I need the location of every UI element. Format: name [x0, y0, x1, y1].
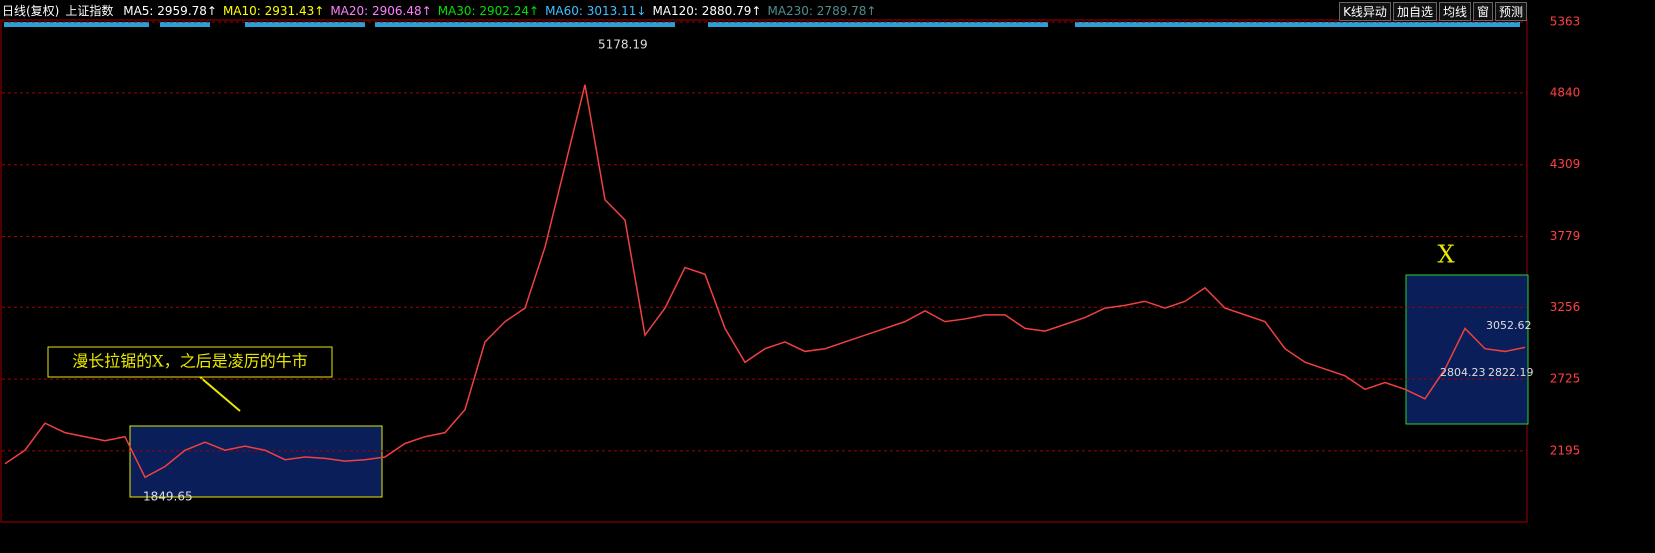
period: 日线(复权)	[2, 4, 60, 18]
y-tick-label: 4840	[1550, 85, 1581, 99]
y-tick-label: 2195	[1550, 443, 1581, 457]
indicator: MA30: 2902.24↑	[437, 4, 540, 18]
y-tick-label: 4309	[1550, 157, 1581, 171]
indicator: MA20: 2906.48↑	[330, 4, 432, 18]
annotation: 3052.62	[1486, 319, 1532, 332]
annotation: 1849.65	[143, 490, 193, 504]
annotation: 2804.23	[1440, 366, 1486, 379]
indicator: MA120: 2880.79↑	[652, 4, 762, 18]
index-name: 上证指数	[65, 4, 114, 18]
toolbar: K线异动 加自选 均线窗预测	[1337, 2, 1527, 21]
callout-box	[47, 346, 333, 378]
toolbar-button[interactable]: K线异动	[1339, 2, 1391, 21]
signal-dots	[4, 22, 1520, 27]
header: 日线(复权) 上证指数 MA5: 2959.78↑ MA10: 2931.43↑ MA…	[2, 2, 882, 19]
indicator: MA230: 2789.78↑	[767, 4, 877, 18]
toolbar-button[interactable]: 预测	[1494, 2, 1527, 21]
y-tick-label: 5363	[1550, 15, 1581, 29]
annotation: 2822.19	[1488, 366, 1534, 379]
y-tick-label: 2725	[1550, 372, 1581, 386]
toolbar-button[interactable]: 窗	[1472, 2, 1493, 21]
indicator: MA5: 2959.78↑	[123, 4, 217, 18]
toolbar-button[interactable]: 均线	[1438, 2, 1471, 21]
callout-pointer	[199, 376, 241, 412]
highlight-box	[1405, 274, 1529, 425]
toolbar-button[interactable]: 加自选	[1392, 2, 1437, 21]
y-tick-label: 3256	[1550, 300, 1581, 314]
annotation: 漫长拉锯的X，之后是凌厉的牛市	[72, 352, 307, 371]
annotation: X	[1437, 241, 1454, 269]
plot-frame	[0, 19, 1528, 523]
price-line	[4, 84, 1526, 479]
annotation: 5178.19	[598, 38, 648, 52]
indicator: MA60: 3013.11↓	[545, 4, 647, 18]
indicator: MA10: 2931.43↑	[222, 4, 325, 18]
y-tick-label: 3779	[1550, 229, 1581, 243]
